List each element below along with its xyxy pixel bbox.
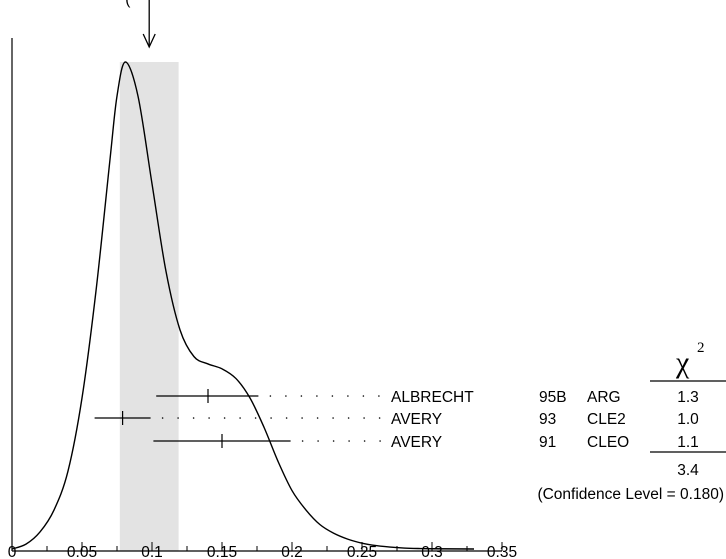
x-tick-label: 0.05	[67, 544, 97, 559]
x-tick-label: 0.15	[207, 544, 237, 559]
leader-dot	[223, 417, 226, 419]
leader-dot	[161, 417, 164, 419]
x-axis-ticks: 0 0.05 0.1 0.15 0.2 0.25 0.3 0.35	[8, 542, 517, 559]
leader-dot	[285, 395, 287, 397]
confidence-level: (Confidence Level = 0.180)	[537, 486, 724, 503]
leader-dot	[363, 417, 365, 419]
leader-dot	[331, 395, 334, 397]
leader-dot	[269, 395, 272, 397]
leader-dot	[317, 440, 319, 442]
leader-dot	[285, 417, 288, 419]
year-label: 93	[539, 411, 556, 428]
chi2-header: χ 2	[650, 340, 726, 453]
leader-dot	[348, 440, 350, 442]
experiment-label: CLEO	[587, 434, 629, 451]
x-tick-label: 0.25	[347, 544, 377, 559]
leader-dot	[254, 417, 257, 419]
year-label: 91	[539, 434, 556, 451]
leader-dot	[378, 417, 381, 419]
leader-dot	[316, 395, 318, 397]
measurement-row: AVERY 93 CLE2 1.0	[94, 411, 699, 428]
year-label: 95B	[539, 389, 567, 406]
top-label: (	[125, 0, 131, 8]
leader-dot	[363, 440, 366, 442]
chi2-symbol: χ	[675, 346, 690, 379]
leader-dot	[316, 417, 319, 419]
experiment-label: CLE2	[587, 411, 626, 428]
leader-dot	[208, 417, 210, 419]
chi2-value: 1.1	[677, 434, 699, 451]
author-label: AVERY	[391, 411, 442, 428]
x-tick-label: 0.1	[141, 544, 163, 559]
chi2-total: 3.4	[677, 462, 699, 479]
leader-dot	[301, 417, 303, 419]
x-tick-label: 0.35	[487, 544, 517, 559]
axes	[11, 38, 502, 552]
x-tick-label: 0	[8, 544, 17, 559]
leader-dot	[362, 395, 365, 397]
measurement-row: AVERY 91 CLEO 1.1	[153, 434, 699, 451]
average-band-layer	[119, 62, 179, 551]
arrow-head	[142, 33, 156, 49]
leader-dot	[332, 417, 334, 419]
leader-dot	[347, 417, 350, 419]
author-label: AVERY	[391, 434, 442, 451]
leader-dot	[378, 395, 380, 397]
leader-dot	[301, 440, 304, 442]
leader-dot	[270, 417, 272, 419]
author-label: ALBRECHT	[391, 389, 474, 406]
chi2-exponent: 2	[697, 340, 705, 356]
chi2-value: 1.3	[677, 389, 699, 406]
average-arrow-icon	[142, 0, 156, 49]
measurement-row: ALBRECHT 95B ARG 1.3	[156, 389, 699, 406]
leader-dot	[347, 395, 349, 397]
x-tick-label: 0.3	[421, 544, 443, 559]
experiment-label: ARG	[587, 389, 621, 406]
measurements: ALBRECHT 95B ARG 1.3 AVERY 93 CLE2 1.0 AVERY 91 CL…	[94, 389, 699, 451]
average-band	[119, 62, 179, 551]
ideogram-curve	[11, 61, 475, 550]
leader-dot	[379, 440, 381, 442]
leader-dot	[177, 417, 179, 419]
x-tick-label: 0.2	[281, 544, 303, 559]
leader-dot	[300, 395, 303, 397]
leader-dot	[192, 417, 195, 419]
leader-dot	[239, 417, 241, 419]
chi2-value: 1.0	[677, 411, 699, 428]
leader-dot	[332, 440, 335, 442]
